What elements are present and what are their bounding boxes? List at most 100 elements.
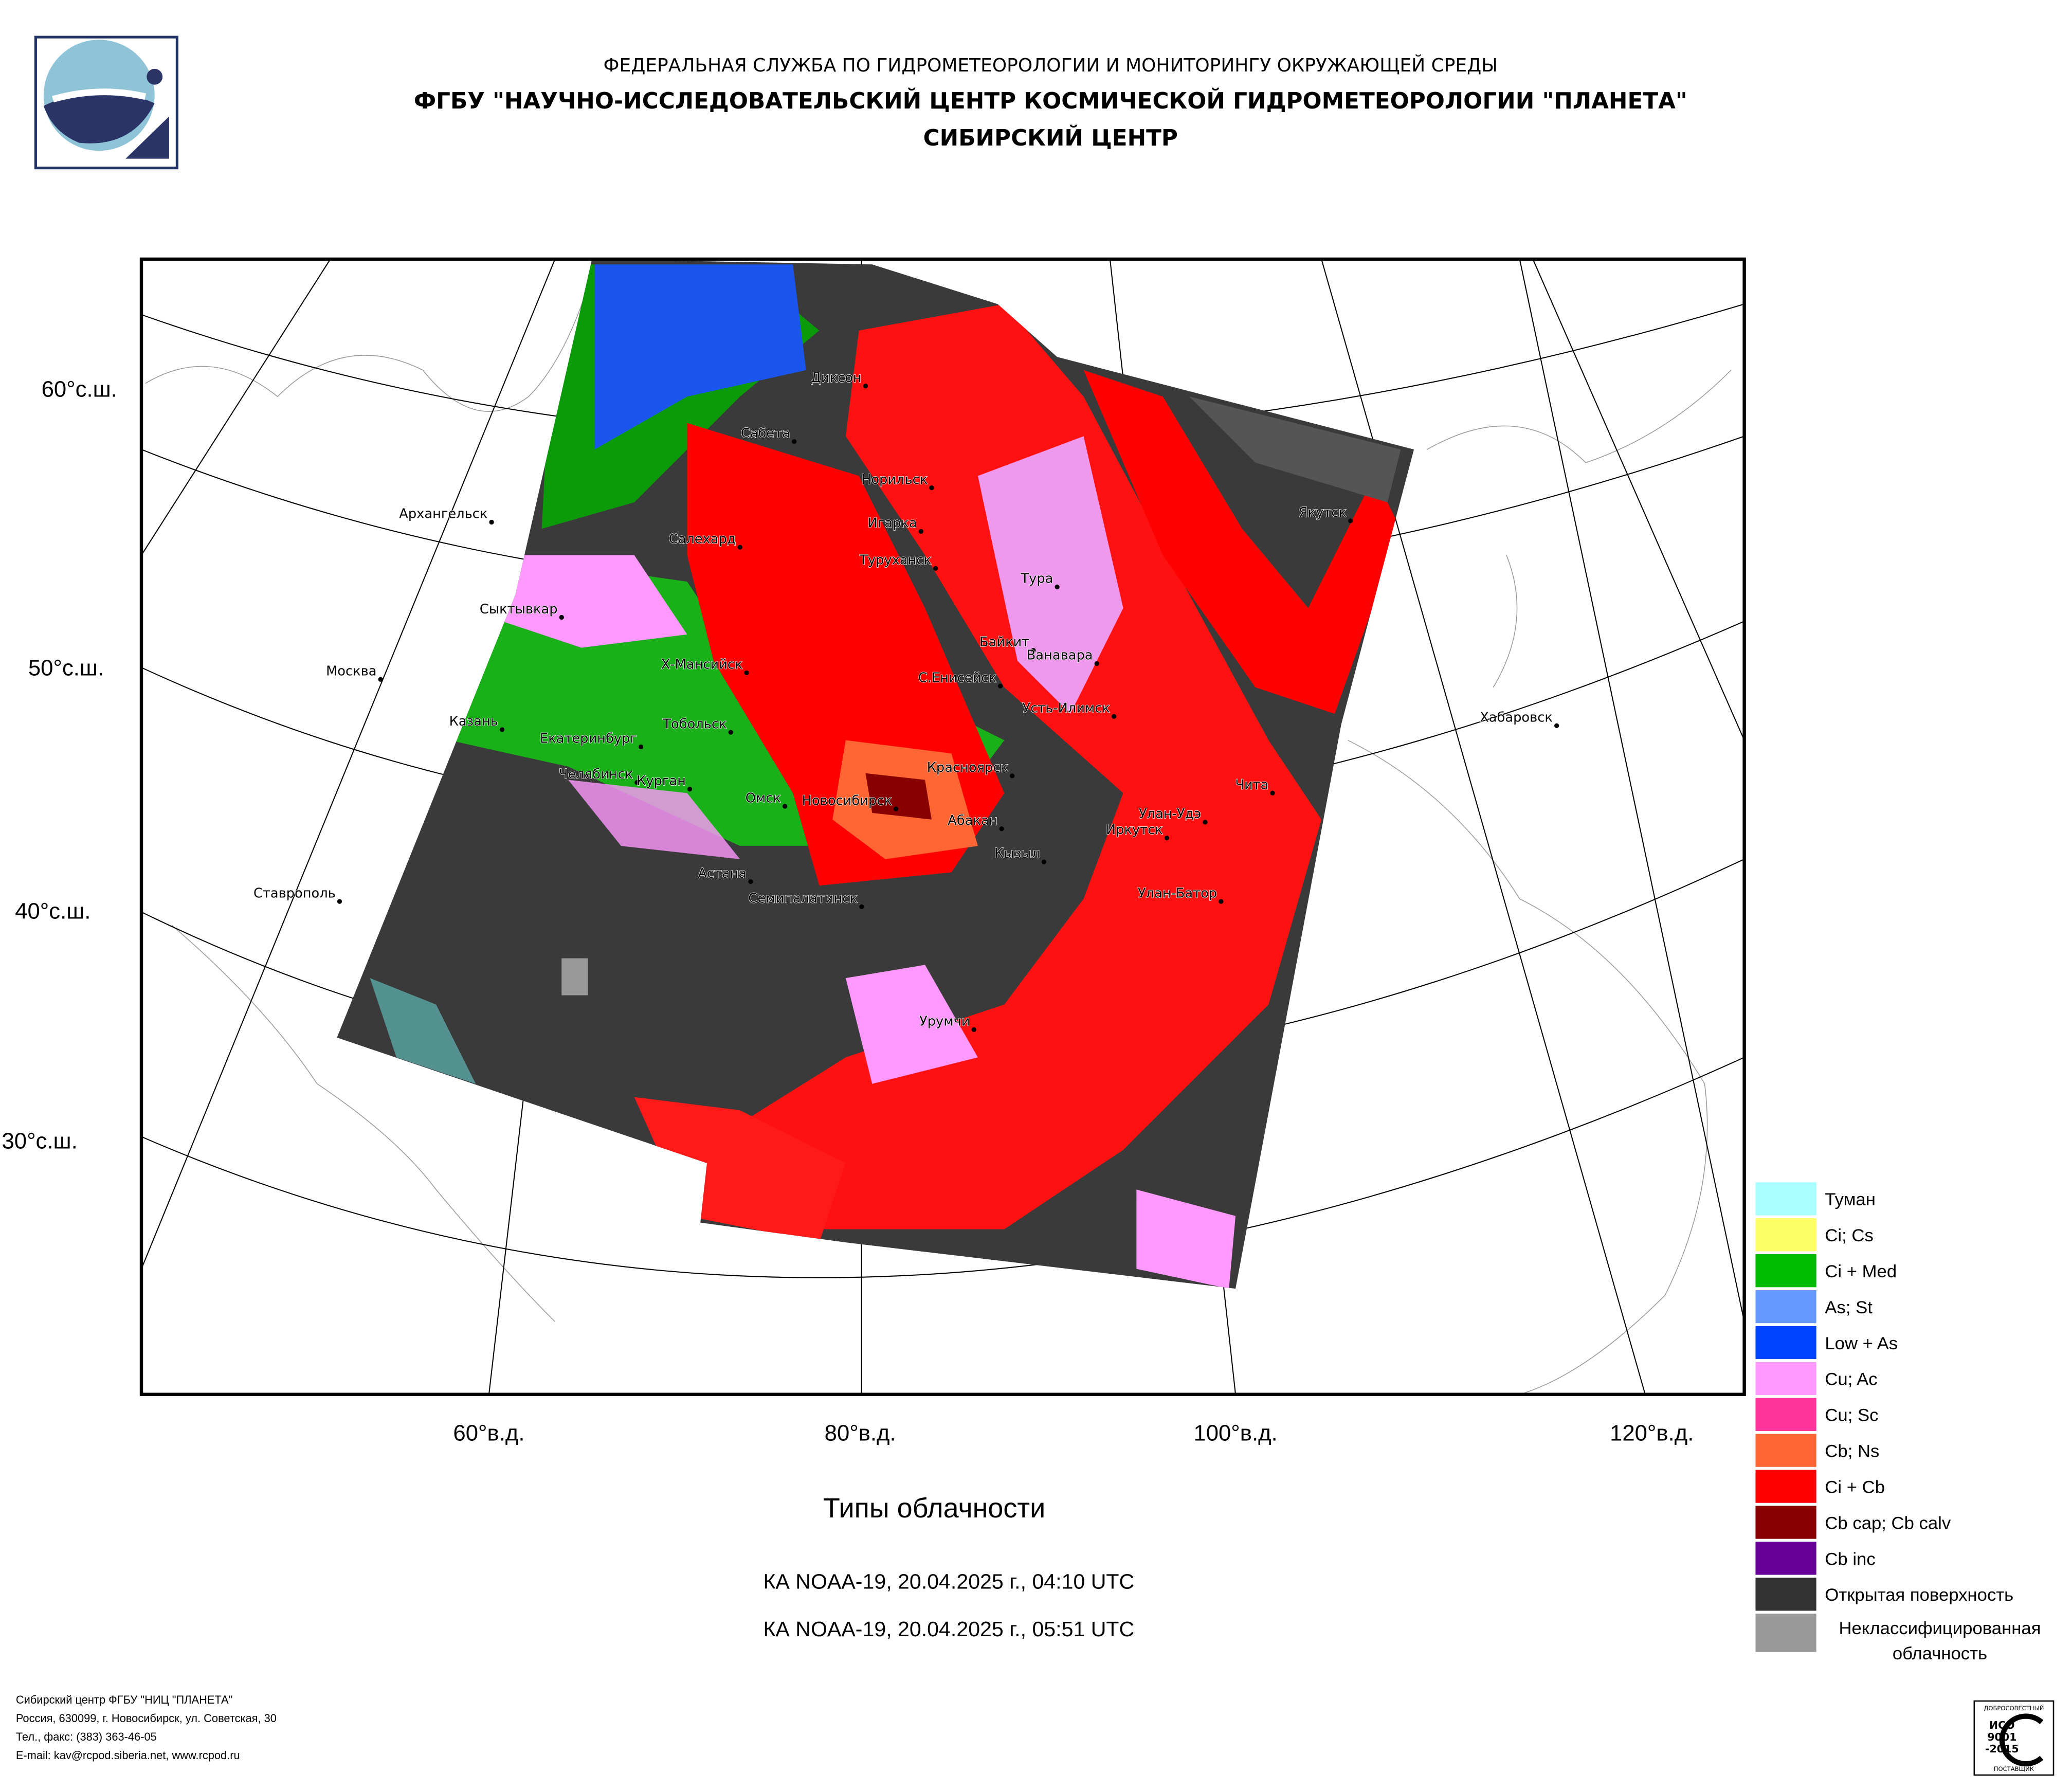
city-label: Урумчи xyxy=(919,1014,970,1029)
city-dot xyxy=(999,826,1004,831)
city-dot xyxy=(929,485,934,491)
city-dot xyxy=(744,670,749,676)
lon-label: 120°в.д. xyxy=(1610,1421,1694,1446)
footer-line: Тел., факс: (383) 363-46-05 xyxy=(16,1730,157,1743)
city-dot xyxy=(1055,584,1060,589)
footer-line: Сибирский центр ФГБУ "НИЦ "ПЛАНЕТА" xyxy=(16,1693,233,1706)
city-dot xyxy=(1348,518,1353,523)
legend-swatch xyxy=(1754,1253,1818,1289)
city-label: Тура xyxy=(1020,571,1053,587)
lon-label: 80°в.д. xyxy=(825,1421,896,1446)
legend-label: Cu; Sc xyxy=(1825,1406,1878,1425)
iso-badge: ДОБРОСОВЕСТНЫЙ ИСО 9001 -2015 ПОСТАВЩИК xyxy=(1973,1700,2055,1776)
cities: Диксон Сабета Норильск Игарка Салехард Туруха… xyxy=(253,370,1559,1032)
city-label: Якутск xyxy=(1299,505,1347,520)
legend-swatch xyxy=(1754,1361,1818,1397)
city-label: Астана xyxy=(698,866,747,881)
city-dot xyxy=(559,614,564,620)
city-dot xyxy=(1219,899,1224,904)
city-label: Байкит xyxy=(979,635,1029,650)
legend-label: Cb; Ns xyxy=(1825,1442,1879,1461)
city-dot xyxy=(1554,723,1559,728)
city-label: С.Енисейск xyxy=(918,670,996,685)
legend-label: Ci + Med xyxy=(1825,1262,1897,1281)
city-dot xyxy=(997,683,1003,689)
city-dot xyxy=(1270,790,1275,795)
legend-swatch xyxy=(1754,1325,1818,1361)
map xyxy=(139,257,1746,1396)
title: Типы облачности xyxy=(823,1493,1045,1524)
city-dot xyxy=(687,786,693,792)
legend-swatch xyxy=(1754,1181,1818,1217)
city-dot xyxy=(1203,820,1208,825)
pass: КА NOAA-19, 20.04.2025 г., 04:10 UTC xyxy=(763,1570,1134,1594)
city-dot xyxy=(634,780,640,785)
legend-swatch xyxy=(1754,1504,1818,1541)
legend-label: As; St xyxy=(1825,1298,1873,1317)
city-dot xyxy=(1112,714,1117,719)
badge-top: ДОБРОСОВЕСТНЫЙ xyxy=(1984,1704,2044,1712)
city-label: Екатеринбург xyxy=(540,731,637,747)
city-label: Москва xyxy=(326,664,376,679)
city-label: Усть-Илимск xyxy=(1022,701,1110,716)
city-dot xyxy=(737,545,742,550)
axis-labels: 60°с.ш. 50°с.ш. 40°с.ш. 30°с.ш. 60°в.д. 80°в.… xyxy=(2,376,1694,1445)
city-label: Казань xyxy=(449,714,498,729)
pass: КА NOAA-19, 20.04.2025 г., 05:51 UTC xyxy=(763,1617,1134,1641)
city-label: Туруханск xyxy=(859,553,932,568)
legend-label: Туман xyxy=(1825,1190,1876,1209)
legend-swatch xyxy=(1754,1433,1818,1469)
coastlines xyxy=(145,264,1732,1395)
footer-line: Россия, 630099, г. Новосибирск, ул. Сове… xyxy=(16,1712,277,1725)
legend-label: Неклассифицированная xyxy=(1839,1619,2041,1638)
lon-label: 100°в.д. xyxy=(1193,1421,1277,1446)
city-label: Курган xyxy=(637,773,686,789)
legend-swatch xyxy=(1754,1468,1818,1505)
institute: ФГБУ "НАУЧНО-ИССЛЕДОВАТЕЛЬСКИЙ ЦЕНТР КОС… xyxy=(414,87,1687,114)
city-label: Игарка xyxy=(868,516,917,531)
city-label: Красноярск xyxy=(927,760,1008,775)
city-label: Новосибирск xyxy=(802,793,892,808)
city-label: Омск xyxy=(746,790,781,806)
city-label: Улан-Удэ xyxy=(1139,806,1201,822)
legend-label: Cb cap; Cb calv xyxy=(1825,1513,1951,1533)
center: СИБИРСКИЙ ЦЕНТР xyxy=(923,124,1178,151)
city-dot xyxy=(1094,661,1099,666)
lat-label: 30°с.ш. xyxy=(2,1129,77,1154)
agency: ФЕДЕРАЛЬНАЯ СЛУЖБА ПО ГИДРОМЕТЕОРОЛОГИИ … xyxy=(604,55,1498,76)
city-label: Семипалатинск xyxy=(748,891,858,907)
city-dot xyxy=(863,384,868,389)
city-dot xyxy=(893,806,899,811)
badge-bottom: ПОСТАВЩИК xyxy=(1994,1765,2034,1772)
city-dot xyxy=(500,727,505,732)
legend-label: Открытая поверхность xyxy=(1825,1585,2013,1605)
city-label: Абакан xyxy=(948,813,997,828)
city-label: Хабаровск xyxy=(1480,710,1553,726)
city-dot xyxy=(337,899,342,904)
map-frame xyxy=(139,257,1746,1396)
lat-label: 60°с.ш. xyxy=(42,376,117,402)
city-label: Сабета xyxy=(741,426,790,441)
legend-label: Low + As xyxy=(1825,1334,1898,1353)
legend-label: облачность xyxy=(1893,1644,1987,1663)
legend-swatch xyxy=(1754,1217,1818,1253)
city-label: Челябинск xyxy=(559,767,633,782)
city-label: Диксон xyxy=(811,370,862,386)
city-dot xyxy=(1041,859,1047,864)
lat-label: 50°с.ш. xyxy=(28,656,104,681)
city-dot xyxy=(918,529,924,534)
lat-label: 40°с.ш. xyxy=(15,898,90,924)
legend-swatch xyxy=(1754,1397,1818,1433)
city-label: Кызыл xyxy=(994,846,1040,861)
city-dot xyxy=(933,566,938,571)
city-dot xyxy=(638,744,644,749)
city-dot xyxy=(971,1027,976,1032)
city-dot xyxy=(859,904,864,909)
city-label: Ванавара xyxy=(1027,648,1093,663)
city-dot xyxy=(748,879,753,884)
footer-line: E-mail: kav@rcpod.siberia.net, www.rcpod… xyxy=(16,1749,240,1762)
legend-label: Cb inc xyxy=(1825,1549,1875,1569)
legend: Туман Ci; Cs Ci + Med As; St Low + As Cu; Ac C… xyxy=(1754,1181,2041,1663)
badge-year: -2015 xyxy=(1985,1743,2019,1755)
